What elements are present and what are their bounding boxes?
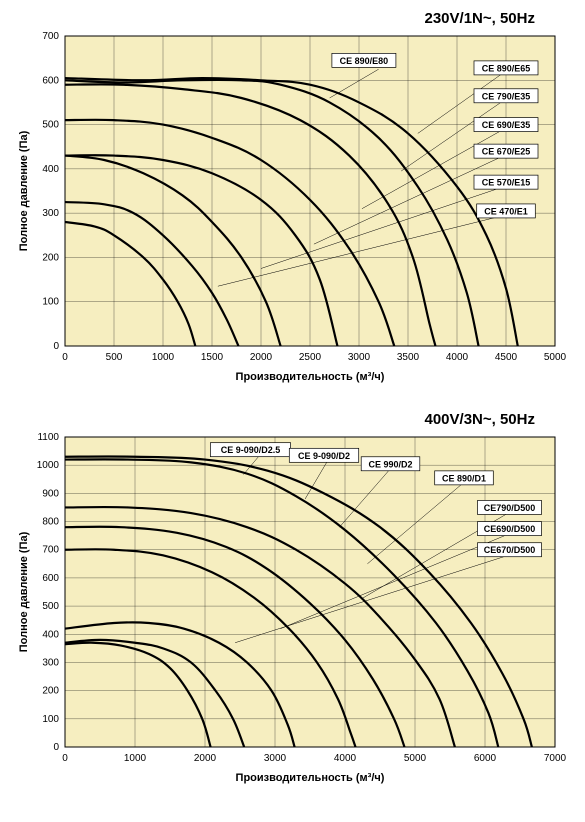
svg-text:6000: 6000 <box>474 753 497 764</box>
chart-2-title: 400V/3N~, 50Hz <box>10 411 535 428</box>
svg-text:4000: 4000 <box>446 352 469 363</box>
svg-text:3500: 3500 <box>397 352 420 363</box>
svg-text:600: 600 <box>42 573 59 584</box>
svg-text:1500: 1500 <box>201 352 224 363</box>
chart-2-svg: 0 1000 2000 3000 4000 5000 6000 7000 0 100 200 300 4… <box>10 432 585 792</box>
svg-text:100: 100 <box>42 714 59 725</box>
svg-text:3000: 3000 <box>348 352 371 363</box>
svg-text:CE 890/D1: CE 890/D1 <box>442 473 486 483</box>
chart-1-svg: 0500100015002000250030003500400045005000… <box>10 31 585 391</box>
svg-text:0: 0 <box>62 352 68 363</box>
svg-text:5000: 5000 <box>544 352 567 363</box>
svg-text:2000: 2000 <box>250 352 273 363</box>
svg-text:600: 600 <box>42 75 59 86</box>
svg-text:CE 690/E35: CE 690/E35 <box>482 120 531 130</box>
svg-text:1000: 1000 <box>124 753 147 764</box>
svg-text:1100: 1100 <box>37 432 59 443</box>
svg-text:CE690/D500: CE690/D500 <box>484 524 536 534</box>
svg-text:300: 300 <box>42 208 59 219</box>
svg-text:4500: 4500 <box>495 352 518 363</box>
svg-text:0: 0 <box>53 742 59 753</box>
svg-text:0: 0 <box>62 753 68 764</box>
svg-text:0: 0 <box>53 341 59 352</box>
svg-text:700: 700 <box>42 545 59 556</box>
svg-text:CE 990/D2: CE 990/D2 <box>368 459 412 469</box>
svg-text:200: 200 <box>42 686 59 697</box>
svg-text:100: 100 <box>42 297 59 308</box>
chart-1-block: 230V/1N~, 50Hz 0500100015002000250030003… <box>10 10 575 391</box>
svg-text:CE 570/E15: CE 570/E15 <box>482 178 531 188</box>
svg-text:Производительность (м³/ч): Производительность (м³/ч) <box>236 371 385 383</box>
chart-1-title: 230V/1N~, 50Hz <box>10 10 535 27</box>
svg-text:CE 790/E35: CE 790/E35 <box>482 91 531 101</box>
svg-text:2000: 2000 <box>194 753 217 764</box>
svg-text:CE 670/E25: CE 670/E25 <box>482 147 531 157</box>
svg-text:1000: 1000 <box>37 460 60 471</box>
svg-text:400: 400 <box>42 164 59 175</box>
svg-text:500: 500 <box>42 601 59 612</box>
svg-text:CE 9-090/D2: CE 9-090/D2 <box>298 451 350 461</box>
svg-text:CE670/D500: CE670/D500 <box>484 545 536 555</box>
svg-text:1000: 1000 <box>152 352 175 363</box>
svg-text:500: 500 <box>42 120 59 131</box>
svg-text:500: 500 <box>106 352 123 363</box>
svg-text:Производительность (м³/ч): Производительность (м³/ч) <box>236 772 385 784</box>
svg-text:900: 900 <box>42 488 59 499</box>
svg-text:3000: 3000 <box>264 753 287 764</box>
svg-text:5000: 5000 <box>404 753 427 764</box>
svg-text:Полное давление (Па): Полное давление (Па) <box>18 130 30 251</box>
svg-text:700: 700 <box>42 31 59 42</box>
svg-text:300: 300 <box>42 657 59 668</box>
svg-text:2500: 2500 <box>299 352 322 363</box>
svg-text:4000: 4000 <box>334 753 357 764</box>
svg-text:800: 800 <box>42 517 59 528</box>
svg-text:CE790/D500: CE790/D500 <box>484 503 536 513</box>
svg-text:CE 470/E1: CE 470/E1 <box>484 206 528 216</box>
svg-text:400: 400 <box>42 629 59 640</box>
chart-2-block: 400V/3N~, 50Hz 0100020003000400050006000… <box>10 411 575 792</box>
svg-text:CE 890/E65: CE 890/E65 <box>482 63 531 73</box>
svg-text:Полное давление (Па): Полное давление (Па) <box>18 531 30 652</box>
svg-text:7000: 7000 <box>544 753 567 764</box>
svg-text:CE 9-090/D2.5: CE 9-090/D2.5 <box>221 445 281 455</box>
svg-text:200: 200 <box>42 252 59 263</box>
svg-text:CE 890/E80: CE 890/E80 <box>340 56 389 66</box>
